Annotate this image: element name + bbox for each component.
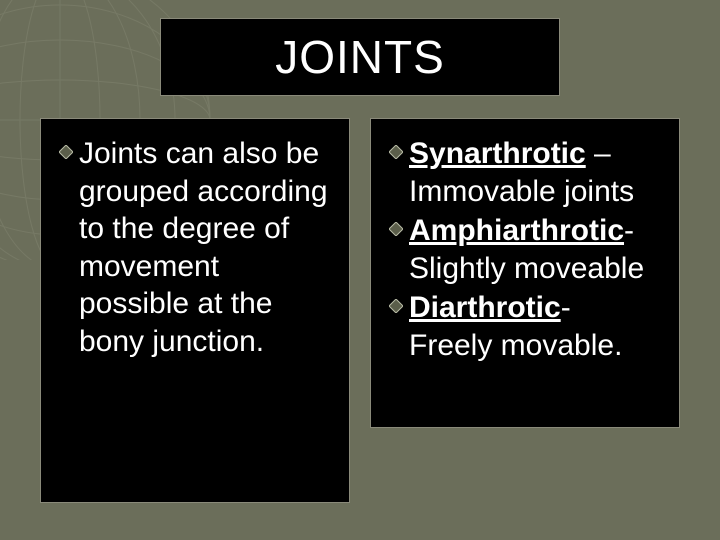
left-content-box: Joints can also be grouped according to … <box>40 118 350 503</box>
dash: - <box>561 291 571 324</box>
diamond-bullet-icon <box>389 145 403 159</box>
diamond-bullet-icon <box>389 299 403 313</box>
bullet-item: Diarthrotic- Freely movable. <box>389 289 661 364</box>
desc: Slightly moveable <box>409 252 644 285</box>
title-box: JOINTS <box>160 18 560 96</box>
term: Amphiarthrotic <box>409 214 624 247</box>
bullet-item: Amphiarthrotic- Slightly moveable <box>389 212 661 287</box>
desc: Immovable joints <box>409 175 634 208</box>
dash: - <box>624 214 634 247</box>
bullet-text: Joints can also be grouped according to … <box>79 135 331 360</box>
bullet-text: Diarthrotic- Freely movable. <box>409 289 661 364</box>
diamond-bullet-icon <box>59 145 73 159</box>
bullet-text: Amphiarthrotic- Slightly moveable <box>409 212 661 287</box>
diamond-bullet-icon <box>389 222 403 236</box>
slide-title: JOINTS <box>275 30 445 84</box>
dash: – <box>586 137 611 170</box>
right-content-box: Synarthrotic – Immovable joints Amphiart… <box>370 118 680 428</box>
term: Diarthrotic <box>409 291 561 324</box>
bullet-text: Synarthrotic – Immovable joints <box>409 135 661 210</box>
term: Synarthrotic <box>409 137 586 170</box>
bullet-item: Synarthrotic – Immovable joints <box>389 135 661 210</box>
bullet-item: Joints can also be grouped according to … <box>59 135 331 360</box>
desc: Freely movable. <box>409 329 622 362</box>
